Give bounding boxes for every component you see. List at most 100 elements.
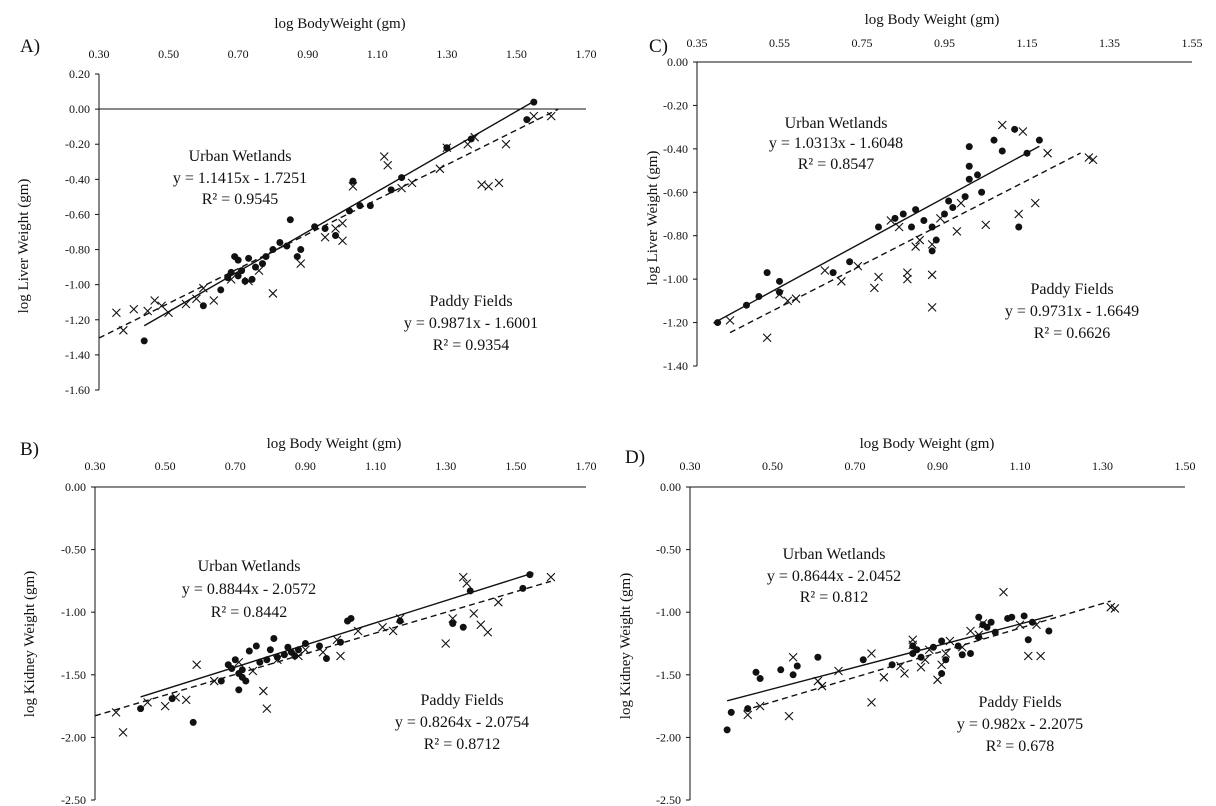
panel-d-paddy-point	[1110, 604, 1120, 613]
panel-d-urban-label: Urban Wetlands	[783, 546, 886, 563]
panel-c-urban-point	[776, 288, 783, 296]
panel-b-x-tick-label: 0.70	[225, 459, 246, 473]
panel-c-x-title: log Body Weight (gm)	[865, 12, 1000, 28]
panel-d-x-tick-label: 0.30	[680, 459, 701, 473]
panel-b-x-tick-label: 0.90	[295, 459, 316, 473]
panel-c-urban-point	[763, 269, 771, 277]
panel-c-paddy-point	[775, 289, 784, 299]
panel-d-paddy-fit-line	[743, 600, 1111, 712]
panel-d-paddy-label: Paddy Fields	[978, 694, 1061, 711]
panel-b-x-tick-label: 0.50	[155, 459, 176, 473]
panel-a-paddy-point	[181, 299, 191, 309]
panel-b-paddy-point	[192, 660, 202, 670]
panel-b-urban-fit-line	[140, 572, 534, 698]
panel-c-paddy-point	[874, 272, 883, 282]
panel-a-paddy-point	[529, 111, 539, 121]
panel-b-urban-point	[137, 705, 145, 713]
panel-b-urban-point	[238, 666, 246, 674]
panel-b-x-tick-label: 1.10	[365, 459, 386, 473]
panel-b-paddy-point	[378, 622, 387, 632]
panel-d-paddy-point	[974, 630, 984, 640]
panel-c-urban-point	[978, 188, 986, 196]
panel-c-paddy-annotation: Paddy Fields y = 0.9731x - 1.6649 R² = 0…	[1005, 281, 1139, 342]
panel-a-y-tick-label: -0.60	[65, 207, 90, 221]
panel-a-paddy-point	[463, 139, 473, 149]
panel-d-y-tick-label: -2.50	[656, 793, 681, 806]
panel-b-y-tick-label: 0.00	[65, 480, 86, 494]
panel-d-paddy-point	[1015, 620, 1025, 630]
panel-d-paddy-equation: y = 0.982x - 2.2075	[957, 716, 1083, 733]
panel-c-letter: C)	[649, 36, 668, 57]
panel-b-urban-point	[459, 623, 467, 631]
panel-b-urban-point	[315, 642, 323, 650]
panel-b-paddy-point	[301, 645, 310, 655]
panel-d-paddy-point	[1032, 620, 1041, 630]
panel-d-urban-point	[756, 675, 764, 683]
panel-c-paddy-point	[1043, 148, 1053, 158]
panel-a-y-tick-label: -0.80	[65, 243, 90, 257]
panel-a-urban-point	[345, 207, 353, 215]
panel-b-y-tick-label: -1.50	[61, 668, 86, 682]
panel-b-urban-point	[519, 584, 527, 592]
panel-c-paddy-point	[725, 316, 735, 325]
panel-d-paddy-point	[1023, 651, 1033, 661]
panel-b-urban-equation: y = 0.8844x - 2.0572	[182, 581, 316, 598]
panel-d-x-title: log Body Weight (gm)	[860, 436, 995, 452]
panel-b-urban-point	[449, 619, 457, 627]
panel-d-urban-point	[938, 670, 946, 678]
panel-b-urban-point	[266, 646, 274, 654]
panel-b-y-tick-label: -2.00	[61, 730, 86, 744]
panel-d-paddy-point	[924, 645, 934, 655]
panel-d-paddy-r2: R² = 0.678	[986, 738, 1055, 755]
panel-c: C) log Body Weight (gm) log Liver Weight…	[645, 12, 1203, 373]
panel-d-paddy-point	[908, 640, 918, 650]
panel-a-paddy-r2: R² = 0.9354	[433, 337, 510, 354]
panel-b-urban-point	[189, 718, 197, 726]
panel-b-paddy-point	[258, 686, 268, 696]
panel-b-paddy-point	[353, 626, 363, 636]
panel-a-y-tick-label: -0.40	[65, 172, 90, 186]
panel-d-x-tick-label: 0.90	[927, 459, 948, 473]
panel-d-urban-point	[888, 661, 896, 669]
panel-c-urban-point	[998, 147, 1006, 155]
panel-a-paddy-point	[254, 266, 264, 276]
panel-d-urban-point	[727, 708, 735, 716]
panel-d-paddy-point	[916, 662, 926, 672]
panel-a-paddy-point	[112, 308, 121, 318]
panel-b-paddy-point	[143, 697, 152, 707]
panel-c-y-tick-label: -0.80	[663, 229, 688, 243]
panel-c-urban-point	[743, 301, 750, 309]
panel-b-urban-point	[291, 652, 299, 660]
panel-a-x-tick-label: 1.50	[506, 47, 527, 61]
panel-a-paddy-point	[407, 178, 417, 188]
panel-b-urban-point	[263, 656, 271, 664]
panel-c-urban-point	[755, 293, 763, 301]
panel-a-urban-point	[241, 277, 249, 285]
panel-d-urban-point	[1045, 627, 1053, 635]
panel-b-paddy-annotation: Paddy Fields y = 0.8264x - 2.0754 R² = 0…	[395, 692, 529, 753]
panel-c-urban-point	[928, 247, 936, 255]
panel-a-paddy-point	[164, 308, 173, 318]
panel-d-urban-point	[752, 668, 760, 676]
panel-c-paddy-point	[935, 213, 945, 223]
panel-c-paddy-point	[956, 198, 966, 208]
panel-a-paddy-fit-line	[98, 108, 559, 339]
panel-d-urban-annotation: Urban Wetlands y = 0.8644x - 2.0452 R² =…	[767, 546, 901, 606]
panel-a-urban-point	[276, 239, 284, 247]
panel-d-urban-point	[777, 666, 785, 674]
panel-d-paddy-point	[879, 672, 889, 682]
panel-a-y-tick-label: -1.20	[65, 313, 90, 327]
panel-b-paddy-point	[234, 657, 244, 667]
panel-c-x-tick-label: 0.95	[934, 36, 955, 50]
panel-c-urban-annotation: Urban Wetlands y = 1.0313x - 1.6048 R² =…	[769, 115, 903, 173]
panel-d-urban-point	[1008, 613, 1016, 621]
panel-a-y-tick-label: 0.20	[69, 67, 90, 81]
panel-a-urban-point	[523, 116, 531, 124]
panel-b-letter: B)	[20, 439, 39, 460]
panel-c-urban-label: Urban Wetlands	[785, 115, 888, 132]
panel-c-paddy-point	[886, 216, 896, 225]
panel-c-paddy-point	[927, 302, 937, 312]
panel-a-paddy-point	[383, 160, 393, 170]
panel-b-y-tick-label: -1.00	[61, 605, 86, 619]
